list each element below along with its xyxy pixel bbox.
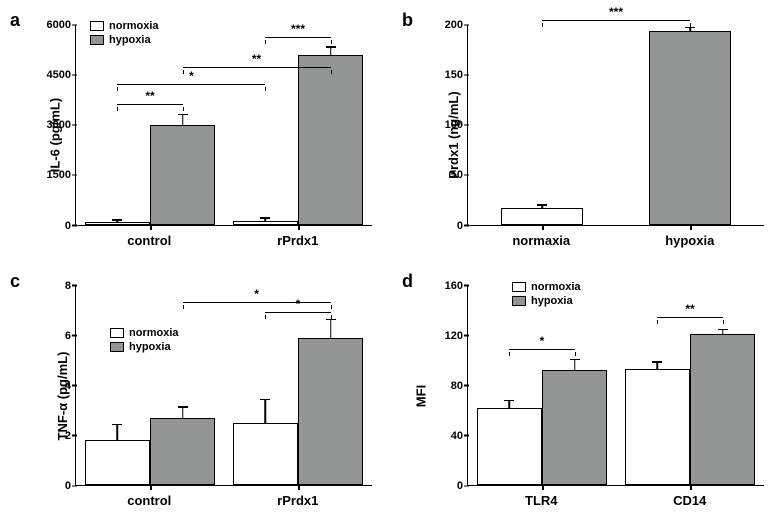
y-tick-label: 0 <box>31 480 71 492</box>
bar <box>501 208 584 225</box>
significance-label: * <box>540 334 545 348</box>
significance-label: ** <box>145 89 154 103</box>
bar <box>150 418 215 485</box>
panel-b: b 050100150200Prdx1 (ng/mL)***normaxiahy… <box>402 10 774 261</box>
bar <box>542 370 607 485</box>
y-tick-label: 80 <box>423 380 463 392</box>
y-tick-label: 120 <box>423 330 463 342</box>
bar <box>625 369 690 485</box>
y-axis-label: TNF-α (pg/mL) <box>55 351 70 440</box>
legend: normoxia hypoxia <box>90 20 159 48</box>
bar <box>85 222 150 225</box>
y-tick-label: 8 <box>31 280 71 292</box>
panel-a: a 01500300045006000IL-6 (pg/mL)********c… <box>10 10 382 261</box>
y-axis-label: MFI <box>414 385 429 407</box>
bar <box>477 408 542 485</box>
legend: normoxia hypoxia <box>110 327 179 355</box>
y-tick-label: 0 <box>423 220 463 232</box>
legend-label: normoxia <box>109 20 159 32</box>
significance-label: ** <box>685 302 694 316</box>
y-axis-label: Prdx1 (ng/mL) <box>446 92 461 179</box>
bar <box>85 440 150 485</box>
x-axis-label: normaxia <box>512 233 570 248</box>
significance-label: *** <box>291 22 305 36</box>
x-axis-label: control <box>127 233 171 248</box>
x-axis-label: control <box>127 493 171 508</box>
bar <box>649 31 732 225</box>
bar <box>298 55 363 225</box>
chart-grid: a 01500300045006000IL-6 (pg/mL)********c… <box>10 10 774 521</box>
bar <box>298 338 363 485</box>
y-tick-label: 40 <box>423 430 463 442</box>
bar <box>233 221 298 225</box>
y-tick-label: 4500 <box>31 69 71 81</box>
legend-label: hypoxia <box>129 341 171 353</box>
bar <box>150 125 215 225</box>
y-tick-label: 200 <box>423 19 463 31</box>
x-axis-label: CD14 <box>673 493 706 508</box>
legend-label: hypoxia <box>531 295 573 307</box>
legend-label: normoxia <box>531 281 581 293</box>
significance-label: * <box>254 287 259 301</box>
y-tick-label: 6000 <box>31 19 71 31</box>
y-tick-label: 0 <box>31 220 71 232</box>
bar <box>233 423 298 485</box>
panel-d: d 04080120160MFI***TLR4CD14normoxiahypox… <box>402 271 774 522</box>
panel-c: c 02468TNF-α (pg/mL)**controlrPrdx1normo… <box>10 271 382 522</box>
x-axis-label: rPrdx1 <box>277 493 318 508</box>
legend-label: normoxia <box>129 327 179 339</box>
significance-label: *** <box>609 5 623 19</box>
y-tick-label: 0 <box>423 480 463 492</box>
y-tick-label: 160 <box>423 280 463 292</box>
y-tick-label: 150 <box>423 69 463 81</box>
y-axis-label: IL-6 (pg/mL) <box>48 98 63 172</box>
y-tick-label: 6 <box>31 330 71 342</box>
legend: normoxia hypoxia <box>512 281 581 309</box>
legend-label: hypoxia <box>109 34 151 46</box>
x-axis-label: TLR4 <box>525 493 558 508</box>
x-axis-label: rPrdx1 <box>277 233 318 248</box>
bar <box>690 334 755 485</box>
x-axis-label: hypoxia <box>665 233 714 248</box>
significance-label: * <box>189 69 194 83</box>
significance-label: ** <box>252 52 261 66</box>
significance-label: * <box>296 297 301 311</box>
